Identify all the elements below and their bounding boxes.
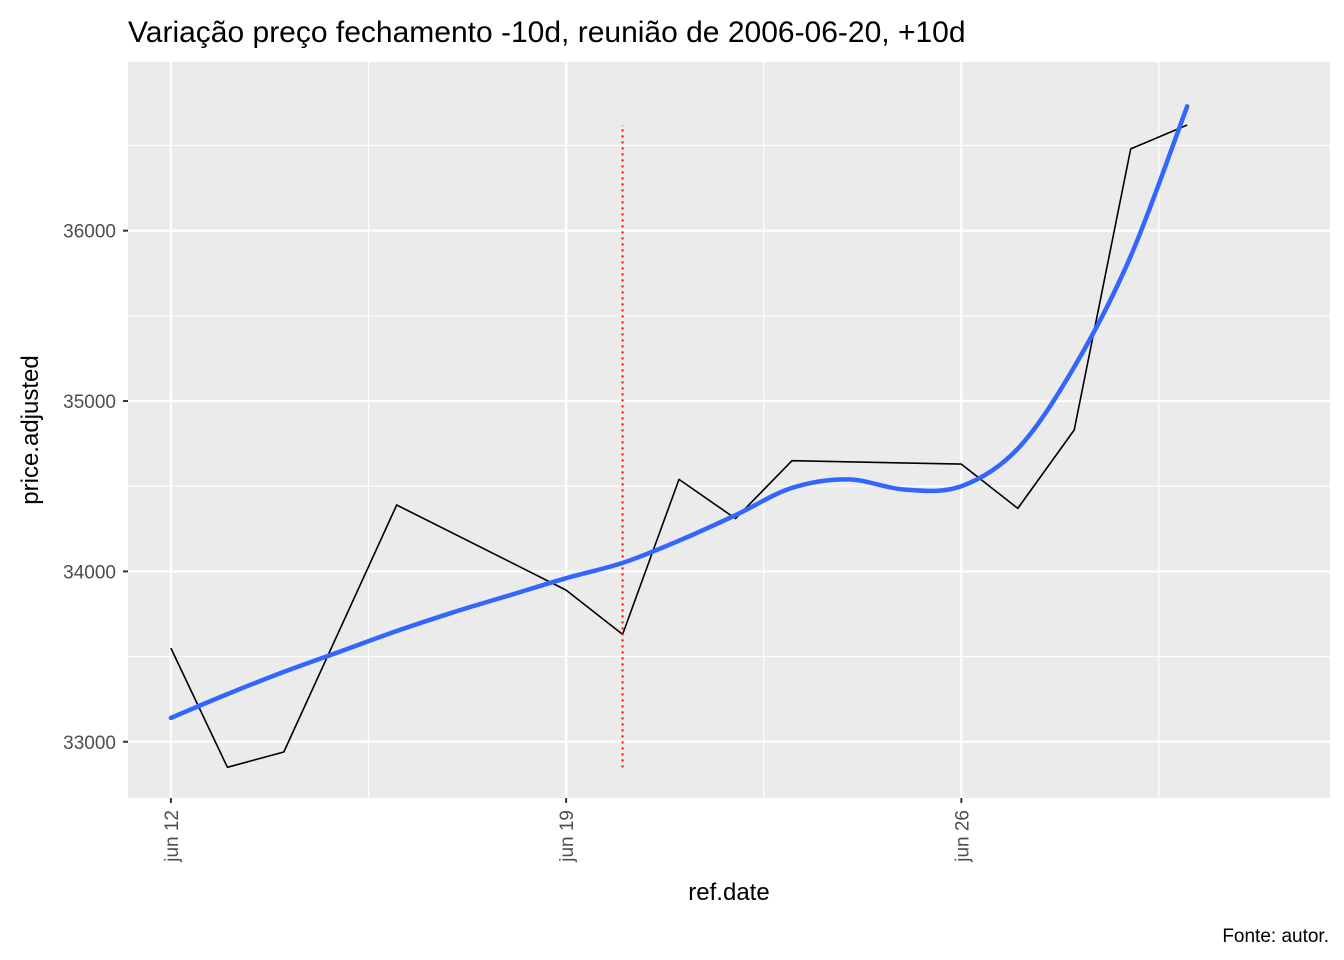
y-tick-label: 35000 xyxy=(63,392,116,413)
y-axis-title: price.adjusted xyxy=(17,355,44,504)
y-tick-label: 33000 xyxy=(63,733,116,754)
data-marks xyxy=(168,104,1190,769)
chart-title: Variação preço fechamento -10d, reunião … xyxy=(128,16,966,49)
major-gridlines xyxy=(128,62,1330,798)
x-tick-label: jun 26 xyxy=(952,810,973,863)
plot-panel xyxy=(128,62,1330,798)
smooth-line xyxy=(168,104,1190,721)
y-tick-label: 34000 xyxy=(63,562,116,583)
x-tick-label: jun 12 xyxy=(162,810,183,863)
x-axis-title: ref.date xyxy=(688,879,769,906)
y-tick-label: 36000 xyxy=(63,222,116,243)
price-line xyxy=(170,124,1188,769)
caption: Fonte: autor. xyxy=(1222,926,1329,947)
x-tick-label: jun 19 xyxy=(557,810,578,863)
axes: 33000 34000 35000 36000 jun 12 jun 19 jun 26 xyxy=(63,222,973,863)
